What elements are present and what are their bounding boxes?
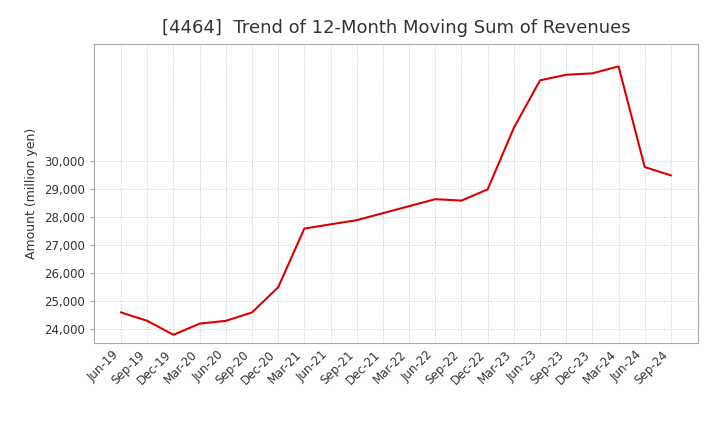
Title: [4464]  Trend of 12-Month Moving Sum of Revenues: [4464] Trend of 12-Month Moving Sum of R… [162, 19, 630, 37]
Y-axis label: Amount (million yen): Amount (million yen) [25, 128, 38, 259]
